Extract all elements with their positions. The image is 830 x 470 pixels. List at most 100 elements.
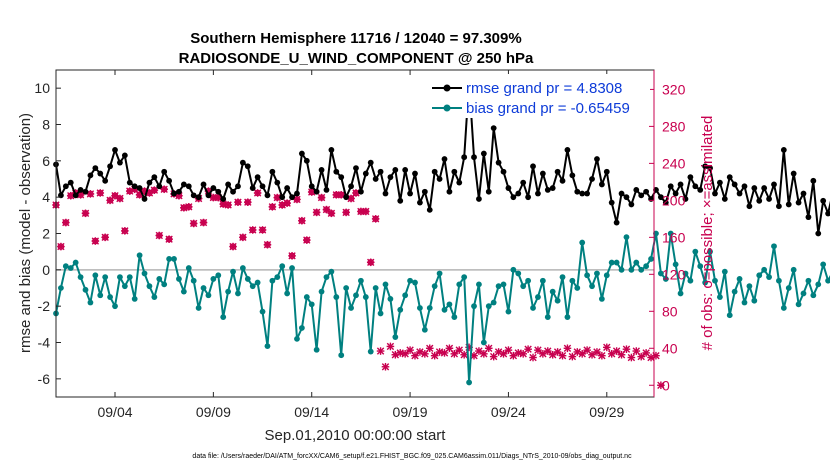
rmse-point	[190, 192, 197, 199]
rmse-point	[239, 159, 246, 166]
rmse-point	[613, 219, 620, 226]
obs-assimilated-point	[558, 351, 567, 360]
right-y-tick-label: 200	[662, 192, 686, 208]
rmse-point	[146, 179, 153, 186]
bias-point	[166, 256, 173, 262]
bias-point	[436, 270, 443, 277]
bias-point	[185, 265, 192, 271]
bias-point	[136, 252, 143, 259]
obs-assimilated-point	[288, 252, 296, 260]
obs-assimilated-point	[553, 348, 562, 356]
right-y-tick-label: 280	[662, 118, 686, 134]
bias-point	[648, 256, 654, 262]
bias-point	[480, 339, 487, 346]
bias-point	[667, 230, 674, 237]
rmse-point	[766, 196, 772, 202]
bias-point	[441, 306, 448, 313]
obs-assimilated-point	[627, 353, 636, 362]
rmse-point	[151, 174, 158, 181]
rmse-point	[559, 177, 566, 184]
rmse-point	[166, 177, 173, 184]
bias-point	[785, 285, 792, 291]
rmse-point	[446, 188, 453, 195]
obs-assimilated-point	[189, 219, 198, 228]
bias-point	[633, 259, 640, 266]
bias-point	[372, 285, 379, 291]
obs-assimilated-point	[480, 350, 488, 358]
x-tick-label: 09/14	[294, 404, 329, 420]
bias-point	[338, 352, 345, 359]
bias-point	[707, 248, 713, 255]
rmse-point	[633, 187, 640, 193]
obs-assimilated-point	[303, 236, 311, 244]
rmse-point	[220, 196, 227, 202]
rmse-point	[726, 174, 733, 181]
x-axis-label: Sep.01,2010 00:00:00 start	[265, 427, 447, 444]
rmse-point	[308, 183, 315, 190]
bias-point	[490, 299, 497, 306]
bias-point	[579, 239, 586, 246]
right-y-axis-label: # of obs: o=possible; ×=assimilated	[699, 116, 716, 351]
rmse-point	[677, 181, 684, 188]
rmse-point	[269, 168, 276, 175]
bias-point	[318, 288, 325, 295]
rmse-point	[436, 176, 443, 182]
rmse-point	[372, 176, 379, 182]
rmse-point	[348, 183, 354, 190]
left-y-tick-label: 4	[42, 189, 50, 205]
bias-point	[358, 277, 364, 284]
obs-assimilated-point	[411, 351, 419, 360]
obs-assimilated-point	[101, 233, 109, 242]
rmse-point	[225, 181, 232, 188]
rmse-series	[53, 78, 830, 237]
rmse-point	[505, 185, 512, 191]
obs-assimilated-point	[563, 344, 572, 353]
left-y-tick-label: -4	[38, 335, 51, 351]
rmse-point	[756, 197, 763, 204]
obs-assimilated-point	[637, 352, 646, 361]
obs-assimilated-point	[484, 344, 493, 353]
bias-point	[269, 277, 276, 284]
bias-point	[623, 234, 630, 241]
rmse-point	[264, 192, 271, 199]
bias-point	[279, 263, 286, 270]
rmse-point	[628, 201, 635, 208]
rmse-point	[800, 190, 807, 197]
bias-point	[62, 263, 69, 270]
rmse-point	[751, 185, 758, 191]
obs-assimilated-point	[376, 347, 385, 355]
rmse-point	[608, 199, 615, 206]
bias-point	[323, 274, 330, 280]
rmse-point	[623, 194, 630, 201]
bias-point	[795, 301, 802, 308]
obs-assimilated-point	[499, 350, 508, 358]
rmse-point	[731, 181, 738, 188]
rmse-point	[279, 194, 286, 201]
bias-point	[377, 310, 384, 317]
bias-series	[53, 230, 830, 386]
rmse-point	[77, 187, 84, 193]
rmse-point	[176, 188, 182, 195]
bias-point	[195, 305, 202, 311]
bias-point	[716, 294, 723, 300]
bias-point	[569, 277, 576, 284]
bias-point	[131, 296, 138, 302]
obs-assimilated-point	[593, 348, 601, 356]
rmse-point	[353, 165, 359, 172]
bias-point	[702, 279, 709, 286]
obs-assimilated-point	[489, 352, 498, 361]
bias-point	[544, 314, 551, 320]
x-tick-label: 09/19	[393, 404, 428, 420]
rmse-point	[397, 197, 404, 204]
rmse-point	[815, 230, 822, 237]
bias-point	[156, 276, 163, 282]
rmse-point	[72, 192, 79, 199]
obs-assimilated-markers	[52, 185, 665, 390]
rmse-point	[298, 150, 305, 157]
bias-point	[77, 274, 84, 280]
rmse-point	[618, 190, 625, 197]
rmse-point	[121, 152, 128, 159]
rmse-point	[303, 157, 310, 164]
bias-point	[58, 285, 64, 291]
